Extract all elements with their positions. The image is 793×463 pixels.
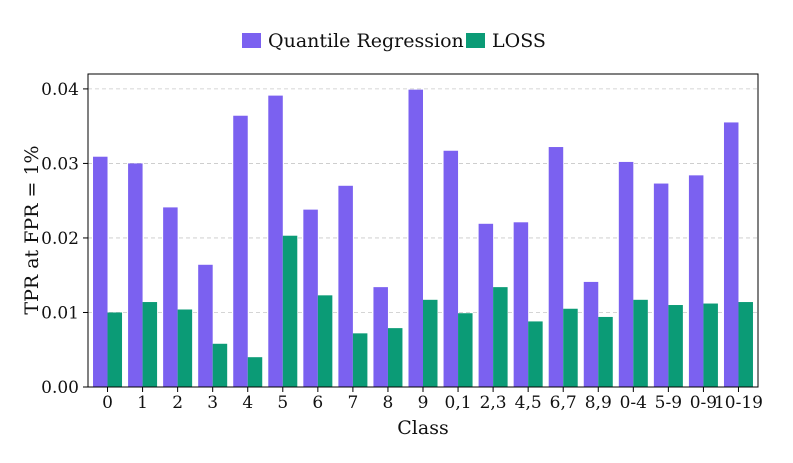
bar-loss bbox=[423, 299, 438, 387]
bar-loss bbox=[212, 343, 228, 387]
x-tick-label: 4,5 bbox=[515, 393, 542, 413]
y-tick-label: 0.01 bbox=[41, 303, 79, 323]
bar-loss bbox=[633, 299, 648, 387]
bar-quantile-regression bbox=[373, 287, 388, 387]
y-tick-label: 0.03 bbox=[41, 154, 79, 174]
bar-quantile-regression bbox=[548, 147, 564, 387]
bar-quantile-regression bbox=[163, 207, 178, 387]
bar-loss bbox=[563, 308, 578, 387]
legend: Quantile Regression LOSS bbox=[242, 30, 546, 52]
x-tick-label: 0-4 bbox=[620, 393, 647, 413]
bar-loss bbox=[528, 321, 543, 387]
bars bbox=[93, 89, 753, 388]
bar-loss bbox=[282, 235, 298, 387]
bar-quantile-regression bbox=[93, 156, 108, 387]
bar-loss bbox=[107, 312, 123, 387]
x-tick-label: 2,3 bbox=[480, 393, 507, 413]
bar-quantile-regression bbox=[653, 183, 669, 387]
legend-swatch bbox=[466, 33, 485, 48]
legend-label: Quantile Regression bbox=[268, 30, 464, 52]
x-tick-label: 0,1 bbox=[445, 393, 472, 413]
bar-loss bbox=[738, 302, 753, 387]
bar-quantile-regression bbox=[618, 161, 634, 387]
x-tick-label: 6 bbox=[312, 393, 323, 413]
x-tick-label: 5-9 bbox=[655, 393, 682, 413]
bar-loss bbox=[493, 287, 508, 387]
x-tick-label: 0-9 bbox=[690, 393, 717, 413]
bar-loss bbox=[317, 295, 333, 387]
bar-quantile-regression bbox=[233, 115, 248, 387]
bar-loss bbox=[598, 316, 613, 387]
x-tick-label: 5 bbox=[277, 393, 288, 413]
bar-loss bbox=[247, 357, 263, 387]
x-tick-label: 1 bbox=[137, 393, 148, 413]
legend-swatch bbox=[242, 33, 261, 48]
x-tick-label: 2 bbox=[172, 393, 183, 413]
bar-loss bbox=[177, 309, 193, 387]
y-tick-label: 0.04 bbox=[41, 80, 79, 100]
bar-quantile-regression bbox=[443, 150, 459, 387]
bar-loss bbox=[142, 302, 158, 387]
x-tick-label: 8 bbox=[383, 393, 394, 413]
legend-label: LOSS bbox=[492, 30, 546, 52]
bar-quantile-regression bbox=[688, 175, 704, 387]
x-tick-label: 10-19 bbox=[714, 393, 763, 413]
bar-loss bbox=[458, 313, 473, 387]
x-tick-label: 9 bbox=[418, 393, 429, 413]
x-tick-label: 8,9 bbox=[585, 393, 612, 413]
bar-quantile-regression bbox=[723, 122, 739, 387]
bar-loss bbox=[387, 328, 403, 387]
y-axis-ticks: 0.00 0.01 0.02 0.03 0.04 bbox=[41, 80, 88, 398]
bar-loss bbox=[703, 303, 718, 387]
bar-loss bbox=[352, 333, 368, 387]
bar-quantile-regression bbox=[583, 281, 599, 387]
x-tick-label: 3 bbox=[207, 393, 218, 413]
y-tick-label: 0.00 bbox=[41, 378, 79, 398]
x-tick-label: 0 bbox=[102, 393, 113, 413]
x-axis-label: Class bbox=[397, 417, 448, 439]
bar-quantile-regression bbox=[513, 222, 529, 387]
bar-quantile-regression bbox=[303, 209, 318, 387]
y-tick-label: 0.02 bbox=[41, 229, 79, 249]
y-axis-label: TPR at FPR = 1% bbox=[21, 145, 43, 314]
x-axis-ticks: 0 1 2 3 4 5 6 7 8 9 0,1 2,3 4,5 6,7 8,9 0-4 5-9 0-910-19 bbox=[102, 387, 763, 413]
bar-quantile-regression bbox=[198, 264, 213, 387]
bar-quantile-regression bbox=[128, 163, 143, 387]
bar-quantile-regression bbox=[478, 223, 494, 387]
bar-quantile-regression bbox=[338, 185, 353, 387]
bar-loss bbox=[668, 305, 683, 387]
x-tick-label: 4 bbox=[242, 393, 253, 413]
bar-quantile-regression bbox=[268, 95, 283, 387]
x-tick-label: 6,7 bbox=[550, 393, 577, 413]
x-tick-label: 7 bbox=[347, 393, 358, 413]
bar-quantile-regression bbox=[408, 89, 423, 388]
